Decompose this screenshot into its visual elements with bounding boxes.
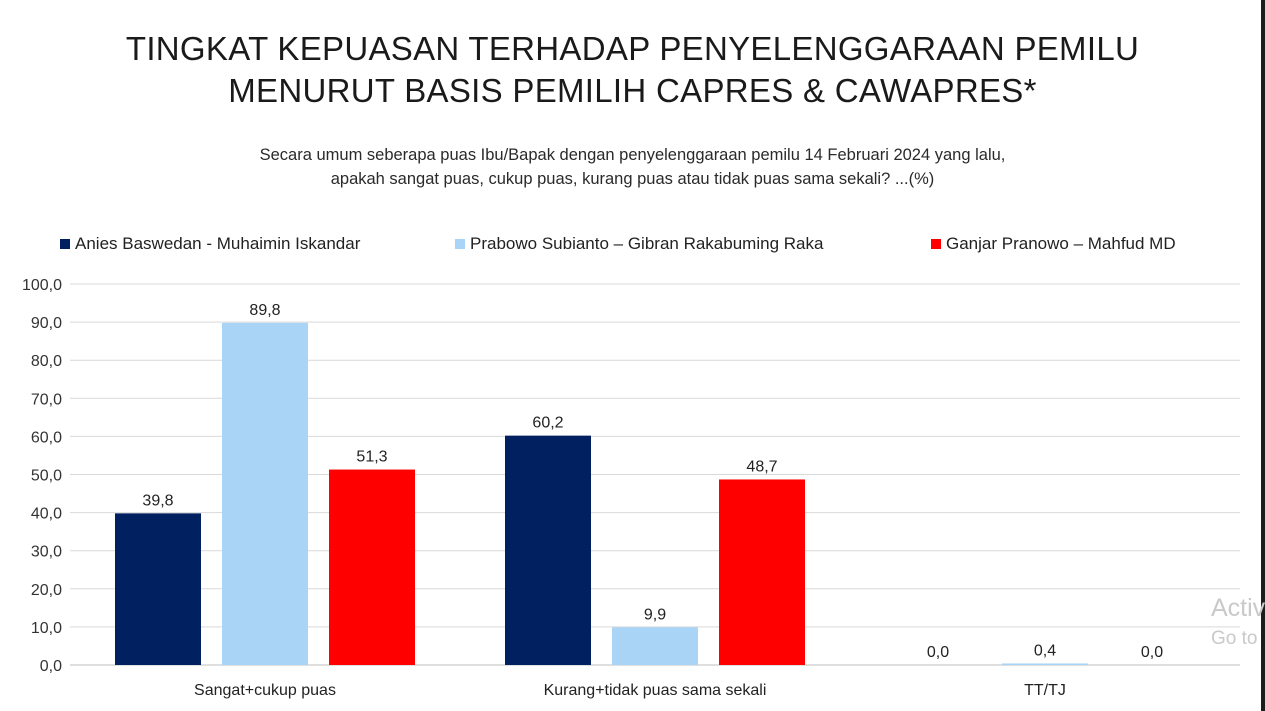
bar — [505, 435, 591, 665]
bar — [115, 513, 201, 665]
legend-label-prabowo: Prabowo Subianto – Gibran Rakabuming Rak… — [470, 234, 824, 253]
chart-legend: Anies Baswedan - Muhaimin Iskandar Prabo… — [0, 234, 1265, 258]
x-category-label: Kurang+tidak puas sama sekali — [544, 682, 767, 699]
watermark-line-2: Go to — [1211, 628, 1258, 649]
right-edge-border — [1261, 0, 1265, 711]
y-tick-label: 0,0 — [40, 658, 62, 675]
legend-item-ganjar: Ganjar Pranowo – Mahfud MD — [931, 234, 1176, 254]
y-tick-label: 60,0 — [31, 429, 62, 446]
legend-swatch-prabowo — [455, 239, 465, 249]
data-label: 48,7 — [746, 458, 777, 475]
data-label: 39,8 — [142, 492, 173, 509]
chart-title: TINGKAT KEPUASAN TERHADAP PENYELENGGARAA… — [0, 28, 1265, 112]
bar — [612, 627, 698, 665]
data-label: 51,3 — [356, 449, 387, 466]
chart-subtitle: Secara umum seberapa puas Ibu/Bapak deng… — [0, 143, 1265, 191]
y-tick-label: 70,0 — [31, 391, 62, 408]
bar — [329, 469, 415, 665]
data-label: 60,2 — [532, 415, 563, 432]
y-tick-label: 20,0 — [31, 582, 62, 599]
y-tick-label: 50,0 — [31, 468, 62, 485]
y-tick-label: 80,0 — [31, 353, 62, 370]
x-category-label: Sangat+cukup puas — [194, 682, 336, 699]
x-category-label: TT/TJ — [1024, 682, 1066, 699]
y-tick-label: 100,0 — [22, 277, 62, 294]
y-tick-label: 40,0 — [31, 506, 62, 523]
y-tick-label: 10,0 — [31, 620, 62, 637]
legend-swatch-anies — [60, 239, 70, 249]
activation-watermark: Activ Go to — [1211, 594, 1265, 651]
y-tick-label: 90,0 — [31, 315, 62, 332]
chart-subtitle-line-2: apakah sangat puas, cukup puas, kurang p… — [330, 170, 935, 188]
legend-label-ganjar: Ganjar Pranowo – Mahfud MD — [946, 234, 1176, 253]
data-label: 89,8 — [249, 302, 280, 319]
bar — [719, 479, 805, 665]
y-tick-label: 30,0 — [31, 544, 62, 561]
chart-title-line-1: TINGKAT KEPUASAN TERHADAP PENYELENGGARAA… — [125, 30, 1140, 67]
legend-item-anies: Anies Baswedan - Muhaimin Iskandar — [60, 234, 360, 254]
legend-item-prabowo: Prabowo Subianto – Gibran Rakabuming Rak… — [455, 234, 823, 254]
data-label: 0,0 — [927, 644, 949, 661]
bar — [222, 322, 308, 665]
bar — [1002, 663, 1088, 665]
data-label: 9,9 — [644, 606, 666, 623]
chart-subtitle-line-1: Secara umum seberapa puas Ibu/Bapak deng… — [259, 146, 1006, 164]
watermark-line-1: Activ — [1211, 594, 1265, 622]
legend-label-anies: Anies Baswedan - Muhaimin Iskandar — [75, 234, 361, 253]
chart-title-line-2: MENURUT BASIS PEMILIH CAPRES & CAWAPRES* — [228, 72, 1037, 109]
legend-swatch-ganjar — [931, 239, 941, 249]
data-label: 0,4 — [1034, 642, 1056, 659]
data-label: 0,0 — [1141, 644, 1163, 661]
